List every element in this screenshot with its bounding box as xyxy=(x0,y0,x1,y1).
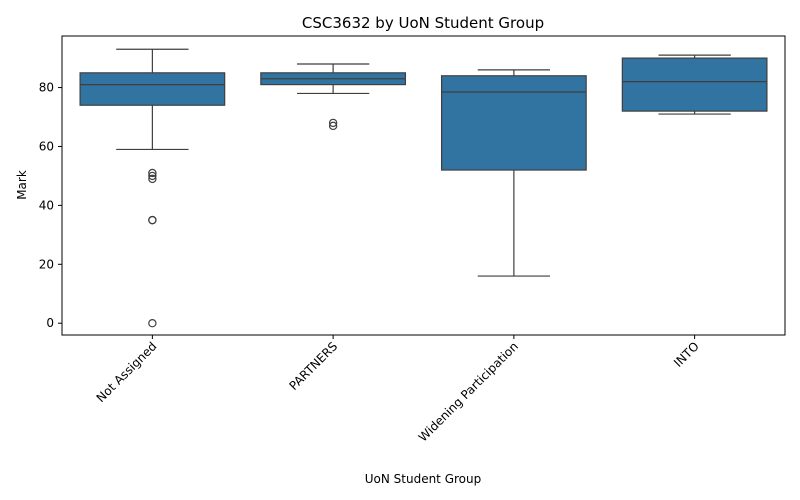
outlier-point-partners-1 xyxy=(328,121,338,131)
x-tick-label-into: INTO xyxy=(671,339,702,370)
chart-title: CSC3632 by UoN Student Group xyxy=(302,14,544,32)
y-axis-label: Mark xyxy=(15,170,29,200)
outlier-point-partners-0 xyxy=(328,118,338,128)
x-tick-label-partners: PARTNERS xyxy=(287,339,341,393)
box-not-assigned xyxy=(79,72,226,106)
box-widening-participation xyxy=(440,75,587,171)
box-into xyxy=(621,57,768,112)
outlier-point-not-assigned-1 xyxy=(148,171,157,181)
outlier-point-not-assigned-5 xyxy=(148,319,157,328)
y-tick-label-20: 20 xyxy=(39,257,54,271)
plot-area: 0 20 40 60 80 Not Assigned PARTNERS Widening Pa… xyxy=(39,35,786,444)
outlier-point-not-assigned-2 xyxy=(148,174,157,184)
x-axis-label: UoN Student Group xyxy=(365,472,482,486)
y-tick-label-80: 80 xyxy=(39,81,54,95)
y-tick-label-0: 0 xyxy=(46,316,54,330)
x-tick-label-not-assigned: Not Assigned xyxy=(94,339,160,405)
plot-frame xyxy=(61,35,786,336)
x-tick-label-widening-participation: Widening Participation xyxy=(416,339,521,444)
y-tick-label-40: 40 xyxy=(39,198,54,212)
outlier-point-not-assigned-0 xyxy=(148,168,157,178)
outlier-point-not-assigned-4 xyxy=(148,215,157,225)
y-tick-label-60: 60 xyxy=(39,139,54,153)
